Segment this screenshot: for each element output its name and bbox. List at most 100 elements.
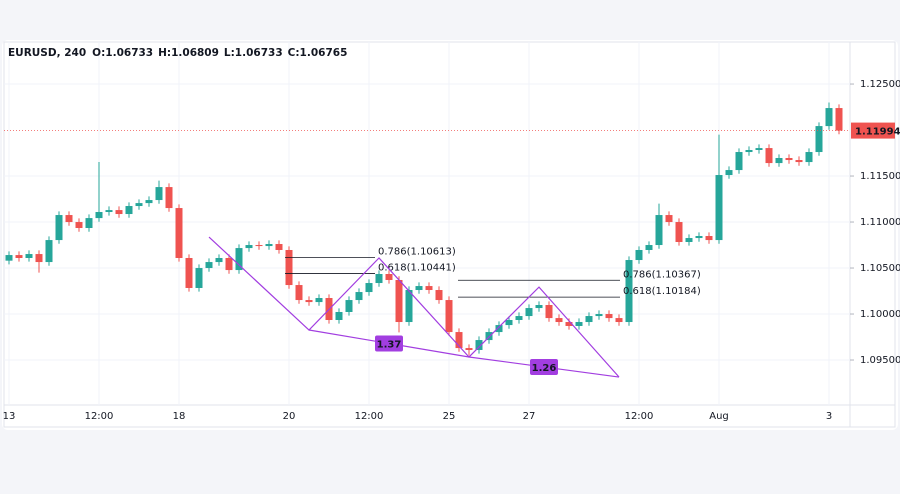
candle-body <box>755 148 763 150</box>
candle-body <box>285 249 293 286</box>
ratio-badge <box>530 359 558 376</box>
x-tick-label: 12:00 <box>85 411 114 422</box>
candle-body <box>655 215 663 246</box>
candle-body <box>485 332 493 341</box>
symbol-title: EURUSD, 240 <box>8 47 86 59</box>
x-tick-label: 18 <box>173 411 186 422</box>
candle-body <box>615 318 623 323</box>
candle-body <box>665 215 673 223</box>
candle-body <box>555 318 563 323</box>
candle-body <box>585 316 593 323</box>
candle-body <box>175 208 183 258</box>
candle-body <box>385 274 393 280</box>
candle-body <box>765 148 773 164</box>
candle-body <box>105 210 113 213</box>
last-price-label: 1.11994 <box>855 127 900 138</box>
candle-body <box>805 152 813 163</box>
ratio-badge <box>375 335 403 352</box>
x-tick-label: 12:00 <box>625 411 654 422</box>
candle-body <box>515 316 523 320</box>
candle-body <box>395 279 403 323</box>
fib-label: 0.618(1.10441) <box>378 262 456 273</box>
candle-body <box>455 332 463 349</box>
ratio-label: 1.26 <box>532 363 557 374</box>
candle-body <box>215 257 223 263</box>
candle-body <box>15 255 23 258</box>
candle-body <box>305 300 313 303</box>
candle-body <box>725 170 733 176</box>
candle-body <box>115 210 123 215</box>
candle-body <box>255 245 263 247</box>
candle-body <box>225 257 233 271</box>
candle-body <box>625 260 633 323</box>
candle-body <box>135 203 143 207</box>
candle-body <box>295 285 303 301</box>
candle-body <box>505 320 513 326</box>
candle-body <box>35 254 43 263</box>
candle-body <box>195 268 203 288</box>
candle-body <box>415 286 423 291</box>
candle-body <box>435 290 443 301</box>
candle-body <box>745 150 753 153</box>
fib-label: 0.618(1.10184) <box>623 286 701 297</box>
candle-body <box>95 212 103 219</box>
candle-body <box>835 108 843 131</box>
candle-body <box>785 158 793 161</box>
candle-body <box>45 240 53 263</box>
candle-body <box>525 308 533 317</box>
y-tick-label: 1.12500 <box>860 79 900 90</box>
candle-body <box>465 348 473 350</box>
candle-body <box>795 160 803 163</box>
y-tick-label: 1.10000 <box>860 309 900 320</box>
candle-body <box>375 274 383 284</box>
candle-body <box>685 238 693 242</box>
candle-body <box>645 245 653 250</box>
x-tick-label: 12:00 <box>355 411 384 422</box>
candle-body <box>335 311 343 320</box>
candle-body <box>155 187 163 201</box>
candle-body <box>85 218 93 229</box>
candle-body <box>165 187 173 209</box>
candle-body <box>595 314 603 317</box>
candle-body <box>315 298 323 303</box>
y-tick-label: 1.09500 <box>860 355 900 366</box>
candle-body <box>535 305 543 309</box>
fib-label: 0.786(1.10613) <box>378 247 456 258</box>
candle-body <box>635 249 643 261</box>
candle-body <box>365 283 373 293</box>
candle-body <box>775 158 783 164</box>
candle-body <box>825 108 833 127</box>
chart-card <box>2 40 898 430</box>
last-price-tag <box>851 122 895 139</box>
x-tick-label: 3 <box>826 411 832 422</box>
x-tick-label: 13 <box>3 411 16 422</box>
candle-body <box>475 340 483 350</box>
ohlc-value: H:1.06809 <box>158 47 219 59</box>
candle-body <box>715 175 723 241</box>
y-tick-label: 1.10500 <box>860 263 900 274</box>
candle-body <box>405 290 413 323</box>
candle-body <box>235 248 243 271</box>
candle-body <box>5 255 13 261</box>
candle-body <box>345 300 353 312</box>
candle-body <box>705 236 713 241</box>
x-tick-label: Aug <box>709 411 729 422</box>
grid <box>4 42 850 405</box>
candle-body <box>605 314 613 319</box>
candle-body <box>675 222 683 242</box>
ohlc-value: L:1.06733 <box>224 47 283 59</box>
candle-body <box>575 322 583 326</box>
candle-body <box>355 292 363 301</box>
candle-body <box>245 245 253 249</box>
candle-body <box>65 215 73 223</box>
candle-body <box>265 244 273 247</box>
y-tick-label: 1.11500 <box>860 171 900 182</box>
candle-body <box>55 215 63 241</box>
candle-body <box>275 244 283 250</box>
candle-body <box>815 126 823 153</box>
candle-body <box>445 300 453 333</box>
pattern-zigzag <box>208 236 620 378</box>
candle-body <box>735 152 743 171</box>
candle-body <box>75 222 83 229</box>
